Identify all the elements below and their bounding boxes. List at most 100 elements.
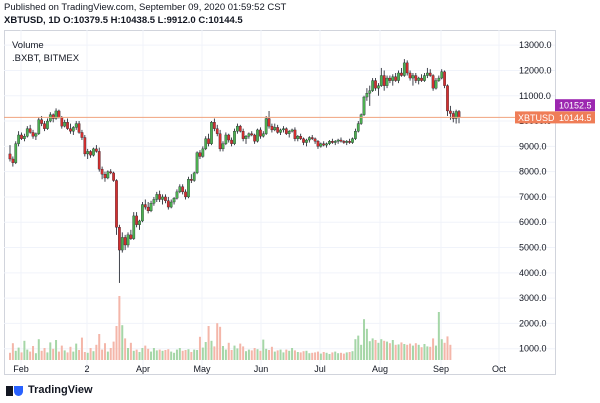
volume-bar: [213, 346, 216, 360]
volume-bar: [69, 346, 72, 360]
candle-body: [103, 174, 107, 179]
candle-body: [224, 134, 228, 144]
candle-body: [106, 171, 110, 179]
candle-body: [379, 75, 383, 86]
candle-body: [34, 133, 38, 137]
candle-body: [273, 127, 277, 131]
candle-body: [83, 137, 87, 155]
volume-bar: [265, 348, 268, 360]
bxbt-price-value: 10152.5: [559, 101, 592, 111]
time-tick-label: Jun: [254, 364, 269, 374]
candle-body: [135, 215, 138, 225]
published-caption: Published on TradingView.com, September …: [4, 2, 287, 13]
xbtusd-price-tag: [555, 111, 595, 124]
candle-body: [25, 128, 29, 137]
xbtusd-symbol-label: XBTUSD: [518, 113, 555, 123]
volume-bar: [158, 349, 161, 360]
volume-bar: [397, 344, 400, 360]
candle-body: [440, 71, 444, 79]
volume-bar: [207, 326, 210, 360]
volume-bar: [210, 340, 213, 360]
price-tick-label: 11000.0: [519, 91, 551, 101]
candle-body: [164, 196, 167, 201]
volume-bar: [196, 350, 199, 360]
candle-body: [256, 129, 259, 142]
volume-bar: [49, 342, 52, 360]
volume-bar: [391, 340, 394, 360]
tradingview-logo-icon[interactable]: [6, 384, 24, 398]
price-axis[interactable]: 1000.0 2000.0 3000.0 4000.0 5000.0 6000.0 7000…: [519, 40, 552, 354]
candle-body: [451, 113, 455, 119]
volume-bar: [328, 354, 331, 360]
candle-body: [362, 96, 366, 115]
price-tick-label: 7000.0: [519, 192, 547, 202]
candle-body: [342, 141, 346, 143]
volume-bar: [331, 352, 334, 360]
volume-bar: [368, 341, 371, 360]
time-tick-label: May: [193, 364, 211, 374]
volume-bar: [291, 348, 294, 360]
volume-bar: [23, 340, 26, 360]
volume-bar: [262, 339, 265, 360]
volume-bar: [325, 352, 328, 360]
candle-body: [241, 131, 245, 139]
candle-body: [394, 76, 398, 81]
candle-body: [192, 172, 196, 181]
candle-body: [89, 151, 92, 156]
volume-bar: [124, 338, 127, 360]
volume-bar: [95, 344, 98, 360]
volume-bar: [152, 348, 155, 360]
volume-bar: [437, 312, 440, 360]
candle-body: [359, 114, 363, 124]
candle-body: [115, 180, 118, 228]
candle-body: [305, 139, 308, 143]
candle-body: [284, 128, 288, 134]
volume-bar: [406, 344, 409, 360]
volume-bar: [9, 352, 11, 360]
volume-bar: [400, 342, 403, 360]
candle-body: [40, 119, 44, 124]
volume-bar: [319, 353, 322, 360]
volume-bar: [147, 348, 150, 360]
chart-canvas[interactable]: 1000.0 2000.0 3000.0 4000.0 5000.0 6000.0 7000…: [4, 30, 596, 375]
candle-body: [37, 119, 41, 134]
candle-body: [434, 80, 438, 89]
candle-body: [11, 158, 15, 163]
volume-bar: [187, 349, 190, 360]
price-tick-label: 8000.0: [519, 167, 547, 177]
candle-body: [348, 141, 351, 143]
price-tick-label: 1000.0: [519, 344, 547, 354]
volume-bar: [426, 346, 429, 360]
volume-bar: [443, 342, 446, 360]
volume-bar: [311, 352, 314, 360]
volume-bar: [446, 336, 449, 360]
volume-bar: [98, 334, 101, 360]
volume-bar: [40, 350, 43, 360]
volume-bar: [184, 350, 187, 360]
volume-bar: [32, 346, 35, 360]
volume-bar: [363, 319, 366, 360]
brand-name[interactable]: TradingView: [28, 384, 93, 396]
volume-bar: [150, 351, 153, 360]
volume-bar: [288, 350, 291, 360]
price-chart[interactable]: 1000.0 2000.0 3000.0 4000.0 5000.0 6000.0 7000…: [4, 30, 596, 375]
candle-body: [175, 191, 179, 199]
volume-bar: [20, 352, 23, 360]
candle-body: [141, 204, 144, 222]
volume-bar: [239, 343, 242, 360]
candle-body: [184, 191, 187, 198]
footer: TradingView: [0, 380, 600, 403]
volume-bar: [374, 340, 377, 360]
candle-body: [132, 215, 136, 239]
price-tick-label: 2000.0: [519, 318, 547, 328]
price-tick-label: 9000.0: [519, 141, 547, 151]
volume-bar: [394, 344, 397, 360]
candle-body: [8, 153, 12, 160]
price-labels: 10152.5 XBTUSD 10144.5: [515, 99, 595, 124]
volume-bar: [201, 347, 204, 360]
volume-bar: [63, 350, 66, 360]
volume-bar: [198, 336, 201, 360]
volume-bar: [60, 345, 63, 360]
time-axis[interactable]: Feb 2 Apr May Jun Jul Aug Sep Oct: [13, 364, 506, 374]
volume-bar: [83, 352, 86, 360]
